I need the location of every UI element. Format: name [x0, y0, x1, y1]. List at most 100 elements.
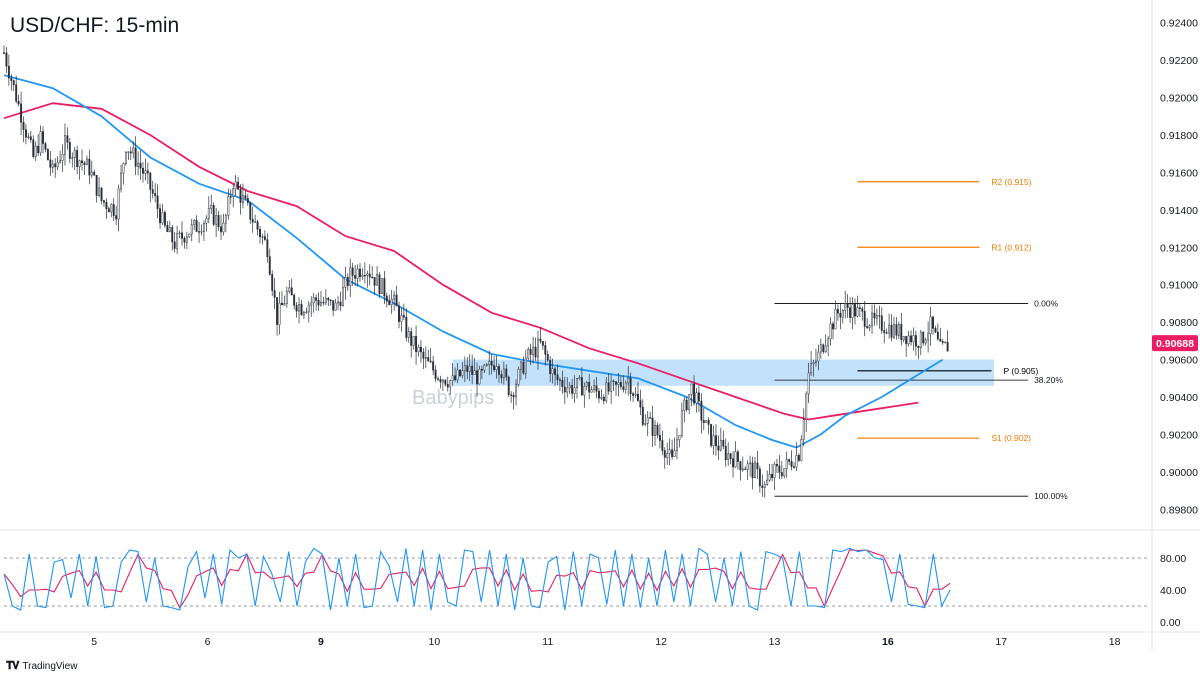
candle — [800, 435, 803, 462]
candle-body — [454, 375, 457, 381]
candle-body — [515, 384, 517, 398]
stochastic-panel: 80.00 40.00 0.00 — [3, 547, 1186, 629]
candle-body — [880, 315, 883, 331]
candle — [939, 327, 942, 342]
candle-body — [359, 268, 361, 278]
candle-body — [490, 360, 493, 366]
candle — [644, 414, 647, 427]
candle-body — [439, 379, 442, 383]
candle — [761, 474, 764, 497]
candle-body — [902, 336, 905, 341]
candle — [339, 291, 342, 312]
candle — [437, 376, 439, 382]
candle-body — [446, 384, 449, 388]
candle-body — [522, 361, 525, 374]
candle — [327, 296, 330, 307]
time-tick-label: 12 — [655, 636, 667, 648]
candle-body — [78, 160, 81, 167]
candle — [724, 438, 727, 467]
candle — [293, 293, 296, 310]
candle-body — [766, 479, 769, 485]
candle — [922, 331, 925, 346]
candle-body — [727, 453, 730, 461]
candle — [266, 233, 269, 263]
candle-body — [298, 304, 300, 312]
candle-body — [654, 425, 656, 436]
candle-body — [751, 462, 754, 478]
candle — [805, 391, 808, 432]
candle — [910, 330, 912, 346]
candle-body — [239, 188, 242, 203]
candle-body — [166, 225, 169, 233]
watermark-text: Babypips — [412, 387, 494, 409]
last-price-badge — [1152, 335, 1198, 352]
candle-body — [532, 346, 535, 355]
candle — [76, 145, 79, 175]
candle-body — [329, 299, 332, 302]
candle-body — [873, 312, 876, 319]
candle — [100, 187, 103, 205]
candle-body — [637, 393, 639, 401]
candle — [315, 294, 318, 311]
candle — [137, 151, 140, 176]
candle-body — [556, 374, 559, 381]
candle — [693, 375, 695, 406]
candle — [95, 174, 98, 203]
candle-body — [171, 227, 174, 243]
candle — [334, 298, 337, 311]
candle — [27, 133, 30, 140]
stoch-tick-label: 40.00 — [1160, 585, 1186, 597]
candle-body — [683, 399, 686, 411]
candle — [768, 464, 771, 482]
candle — [549, 356, 552, 383]
candle-body — [466, 365, 469, 372]
candle-body — [561, 379, 564, 388]
candle-body — [619, 382, 622, 387]
time-tick-label: 17 — [995, 636, 1007, 648]
candle-body — [81, 160, 83, 164]
candle-body — [139, 162, 142, 169]
candle — [300, 299, 303, 316]
candle-body — [317, 300, 320, 306]
candle — [578, 375, 581, 381]
time-tick-label: 6 — [205, 636, 211, 648]
candle-body — [566, 387, 569, 393]
candle — [561, 370, 564, 394]
candle-body — [773, 463, 776, 479]
candle-body — [534, 346, 537, 358]
candle-body — [712, 435, 715, 446]
moving-averages — [3, 74, 944, 449]
price-tick-label: 0.92200 — [1160, 55, 1198, 67]
candle-body — [468, 365, 471, 372]
candle-body — [276, 297, 279, 325]
candle — [622, 375, 625, 393]
candle — [171, 225, 174, 251]
candle-body — [371, 276, 374, 279]
candle — [505, 364, 508, 381]
candle-body — [573, 387, 576, 394]
candle-body — [366, 273, 369, 276]
candle-body — [441, 379, 444, 383]
candle — [461, 362, 464, 379]
candle — [417, 344, 420, 357]
candle-body — [827, 338, 830, 347]
candle — [349, 258, 352, 298]
candle-body — [137, 162, 140, 167]
candle-body — [946, 341, 949, 352]
candle — [844, 290, 847, 319]
candle — [181, 221, 183, 246]
candle-body — [914, 335, 917, 347]
candle-body — [817, 351, 820, 362]
candle — [188, 233, 191, 238]
candle-body — [56, 161, 59, 168]
candle — [671, 439, 674, 460]
candle-body — [273, 290, 276, 298]
candle — [34, 141, 37, 162]
candle — [688, 394, 691, 415]
candle — [566, 377, 569, 398]
candle — [878, 305, 881, 329]
candle-body — [242, 195, 244, 203]
candle — [868, 324, 871, 332]
candle-body — [788, 459, 791, 462]
pivot-label: R2 (0.915) — [991, 177, 1031, 187]
